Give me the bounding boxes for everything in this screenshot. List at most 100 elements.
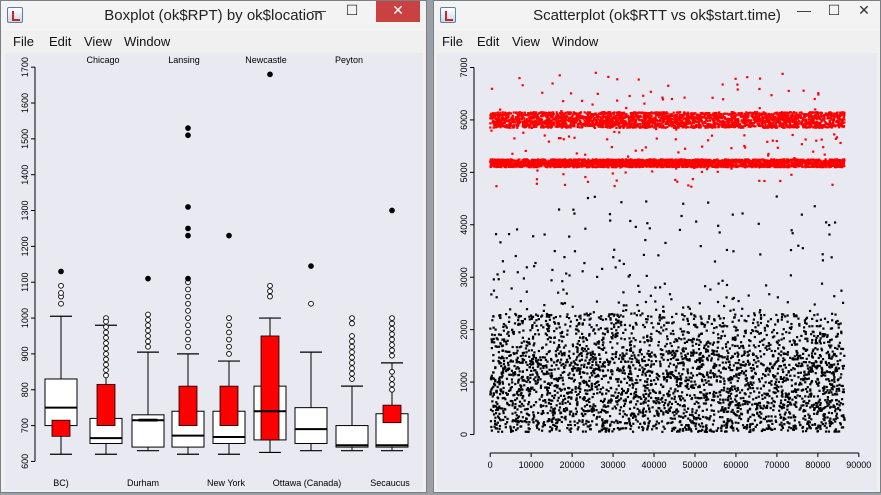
scatter-point [663, 324, 665, 326]
scatter-point [691, 398, 693, 400]
scatter-point [595, 357, 597, 359]
scatter-point [549, 319, 551, 321]
scatter-point [561, 421, 563, 423]
scatter-point [811, 362, 813, 364]
scatter-point [673, 352, 675, 354]
scatter-point [788, 370, 790, 372]
outlier-point [268, 294, 273, 299]
scatter-point [522, 329, 524, 331]
boxplot-titlebar[interactable]: Boxplot (ok$RPT) by ok$location — ☐ ✕ [1, 1, 426, 32]
close-icon[interactable]: ✕ [376, 1, 420, 22]
scatter-point [620, 369, 622, 371]
scatter-point [806, 428, 808, 430]
scatter-point [546, 371, 548, 373]
menu-view[interactable]: View [84, 34, 112, 49]
scatter-point [808, 427, 810, 429]
menu-window[interactable]: Window [552, 34, 598, 49]
menu-view[interactable]: View [512, 34, 540, 49]
y-tick-label: 1000 [459, 372, 469, 392]
scatter-point [624, 329, 626, 331]
scatter-point [535, 401, 537, 403]
scatter-point [680, 395, 682, 397]
scatter-point [707, 345, 709, 347]
scatter-point [631, 355, 633, 357]
scatter-point [509, 389, 511, 391]
scatter-point [633, 397, 635, 399]
scatter-point [701, 363, 703, 365]
scatter-point [742, 403, 744, 405]
scatter-point [609, 341, 611, 343]
scatter-point [720, 355, 722, 357]
scatter-point [808, 400, 810, 402]
scatter-point [823, 413, 825, 415]
scatter-point [505, 343, 507, 345]
scatter-point [782, 360, 784, 362]
outlier-point [390, 343, 395, 348]
scatterplot-titlebar[interactable]: Scatterplot (ok$RTT vs ok$start.time) — … [434, 1, 880, 32]
menu-edit[interactable]: Edit [49, 34, 71, 49]
menu-window[interactable]: Window [124, 34, 170, 49]
scatter-point [535, 383, 537, 385]
scatter-point [752, 353, 754, 355]
scatter-point [767, 320, 769, 322]
scatter-point [653, 379, 655, 381]
maximize-icon[interactable]: ☐ [820, 1, 848, 22]
scatter-point [762, 398, 764, 400]
scatter-point [706, 417, 708, 419]
menu-edit[interactable]: Edit [477, 34, 499, 49]
scatter-point [819, 399, 821, 401]
scatter-point [644, 360, 646, 362]
scatter-point [615, 266, 617, 268]
scatter-point [561, 340, 563, 342]
scatter-point [767, 415, 769, 417]
scatter-point [582, 430, 584, 432]
scatter-point [609, 219, 611, 221]
scatter-point [689, 414, 691, 416]
scatter-point [813, 335, 815, 337]
scatter-point [731, 422, 733, 424]
scatter-point [683, 412, 685, 414]
maximize-icon[interactable]: ☐ [338, 1, 366, 22]
scatter-point [734, 353, 736, 355]
scatter-point [625, 353, 627, 355]
scatter-point [803, 361, 805, 363]
scatter-point [702, 410, 704, 412]
scatter-point [827, 321, 829, 323]
scatter-point [607, 381, 609, 383]
close-icon[interactable]: ✕ [850, 1, 878, 22]
scatter-point [588, 334, 590, 336]
minimize-icon[interactable]: — [790, 1, 818, 22]
menu-file[interactable]: File [13, 34, 34, 49]
scatter-point [718, 370, 720, 372]
scatter-point [592, 351, 594, 353]
scatter-point [740, 413, 742, 415]
outlier-point [186, 308, 191, 313]
scatter-point [750, 381, 752, 383]
scatter-point [785, 394, 787, 396]
scatter-point [811, 325, 813, 327]
scatter-point [524, 420, 526, 422]
minimize-icon[interactable]: — [305, 1, 333, 22]
scatter-point [768, 420, 770, 422]
scatter-point [579, 396, 581, 398]
scatter-point [804, 377, 806, 379]
scatter-point [789, 357, 791, 359]
scatter-point [507, 362, 509, 364]
scatter-point [578, 340, 580, 342]
menu-file[interactable]: File [442, 34, 463, 49]
scatter-point [647, 384, 649, 386]
scatter-point [625, 427, 627, 429]
scatter-point [759, 341, 761, 343]
scatter-point [534, 262, 536, 264]
scatter-point [495, 233, 497, 235]
scatter-point [572, 415, 574, 417]
scatter-point [694, 315, 696, 317]
scatter-point [723, 424, 725, 426]
scatter-point [520, 392, 522, 394]
outlier-point [350, 360, 355, 365]
scatter-point [736, 407, 738, 409]
scatter-point [720, 376, 722, 378]
scatter-point [528, 414, 530, 416]
